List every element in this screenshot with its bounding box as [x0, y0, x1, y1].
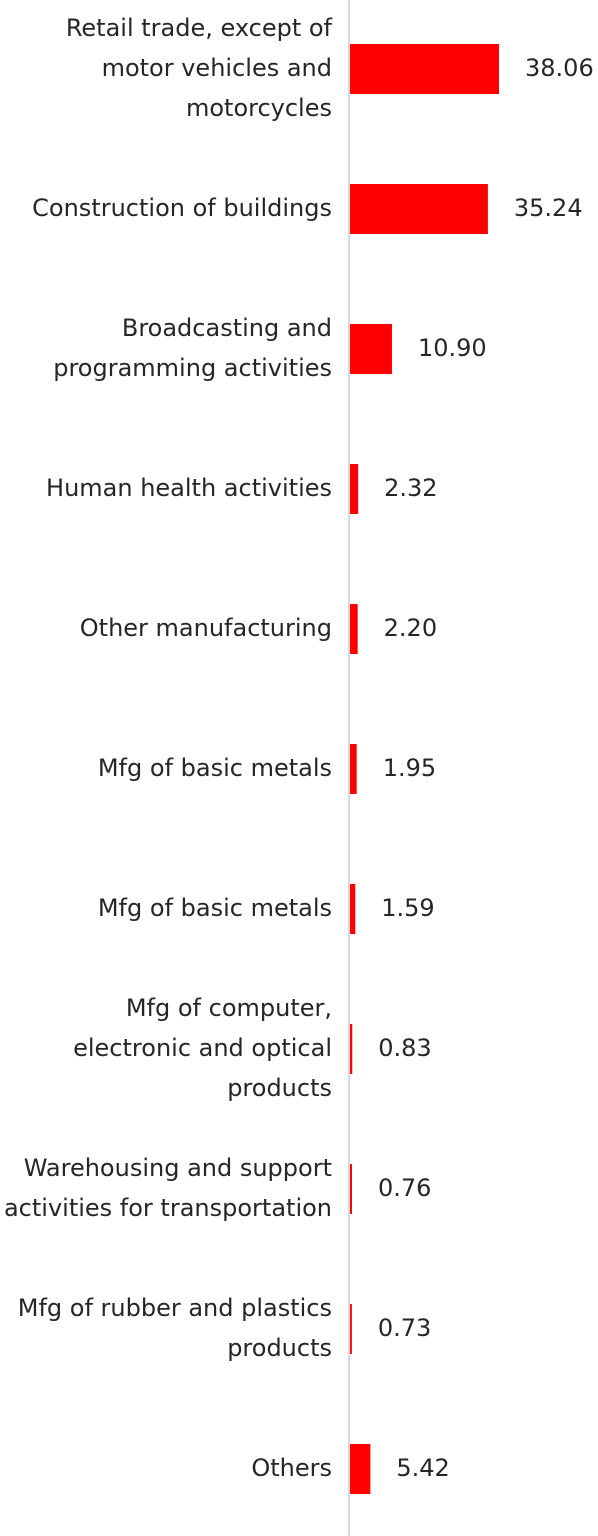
bar-value-label: 0.76 [378, 1174, 431, 1202]
bar-value-label: 38.06 [525, 54, 594, 82]
bar-value-label: 1.59 [381, 894, 434, 922]
category-label-line: Other manufacturing [80, 614, 332, 642]
category-label: Broadcasting and programming activities [53, 314, 332, 382]
category-label-line: products [227, 1334, 332, 1362]
bars-group [349, 44, 499, 1494]
category-labels-group: Retail trade, except of motor vehicles an… [4, 14, 333, 1482]
category-label-line: Construction of buildings [32, 194, 332, 222]
category-label-line: motorcycles [186, 94, 332, 122]
category-label-line: motor vehicles and [102, 54, 332, 82]
value-labels-group: 38.06 35.24 10.90 2.32 2.20 1.95 1.59 0.83 0.76 0… [378, 54, 594, 1482]
bar-value-label: 35.24 [514, 194, 583, 222]
bar [349, 184, 488, 234]
category-label-line: Retail trade, except of [66, 14, 333, 42]
bar-value-label: 0.73 [378, 1314, 431, 1342]
category-label: Construction of buildings [32, 194, 332, 222]
category-label: Other manufacturing [80, 614, 332, 642]
category-label: Mfg of computer, electronic and optical pr… [73, 994, 332, 1102]
category-label: Mfg of basic metals [98, 894, 332, 922]
category-label-line: electronic and optical [73, 1034, 332, 1062]
category-label-line: activities for transportation [4, 1194, 332, 1222]
bar [349, 744, 357, 794]
category-label-line: products [227, 1074, 332, 1102]
bar [349, 1164, 352, 1214]
bar-value-label: 2.32 [384, 474, 437, 502]
category-label: Mfg of rubber and plastics products [18, 1294, 332, 1362]
category-label-line: Mfg of basic metals [98, 894, 332, 922]
bar [349, 464, 359, 514]
bar-value-label: 5.42 [396, 1454, 449, 1482]
category-label-line: Human health activities [46, 474, 332, 502]
category-label-line: Mfg of rubber and plastics [18, 1294, 332, 1322]
bar [349, 324, 392, 374]
category-label-line: Warehousing and support [24, 1154, 332, 1182]
bar [349, 604, 358, 654]
bar-value-label: 1.95 [383, 754, 436, 782]
bar-value-label: 0.83 [378, 1034, 431, 1062]
category-label: Warehousing and support activities for tr… [4, 1154, 332, 1222]
category-label-line: Mfg of basic metals [98, 754, 332, 782]
bar [349, 1444, 371, 1494]
category-label-line: programming activities [53, 354, 332, 382]
category-label: Mfg of basic metals [98, 754, 332, 782]
bar [349, 884, 356, 934]
category-label-line: Others [251, 1454, 332, 1482]
bar-value-label: 10.90 [418, 334, 487, 362]
bar [349, 1304, 352, 1354]
bar [349, 44, 499, 94]
category-label: Others [251, 1454, 332, 1482]
category-label: Retail trade, except of motor vehicles an… [66, 14, 333, 122]
category-label-line: Mfg of computer, [126, 994, 332, 1022]
bar [349, 1024, 353, 1074]
bar-value-label: 2.20 [384, 614, 437, 642]
category-label: Human health activities [46, 474, 332, 502]
category-label-line: Broadcasting and [122, 314, 332, 342]
